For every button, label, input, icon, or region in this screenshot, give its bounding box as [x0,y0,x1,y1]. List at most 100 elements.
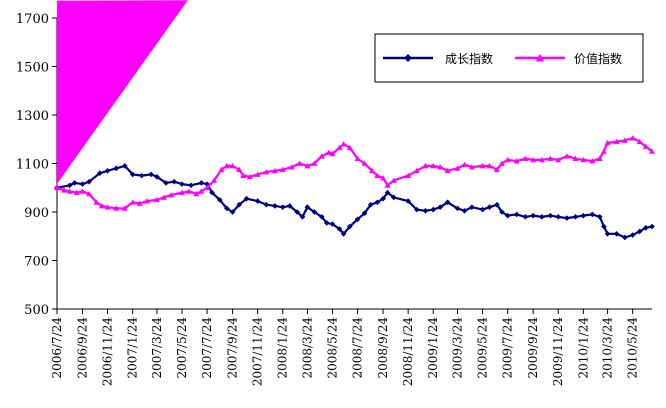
data-point [329,221,336,227]
x-tick-label: 2009/11/24 [551,317,565,387]
data-point [649,148,655,154]
data-point [224,205,230,212]
x-tick-label: 2007/5/24 [175,317,189,379]
data-point [218,166,225,172]
data-point [93,199,100,205]
data-point [422,162,429,169]
data-point [486,204,493,210]
data-point [209,189,215,196]
data-point [60,187,67,193]
data-point [555,214,562,220]
data-point [160,194,167,200]
data-point [564,215,570,221]
data-point [138,172,145,179]
data-point [600,148,607,154]
data-point [144,198,151,204]
data-point [179,189,186,195]
data-point [444,199,451,206]
data-point [113,205,120,211]
data-point [384,189,391,196]
data-point [98,202,105,209]
data-point [486,162,493,169]
data-point [538,156,545,163]
data-point [311,160,318,166]
data-point [649,223,655,230]
data-point [323,220,330,226]
data-point [168,192,175,198]
series-growth [54,0,655,241]
data-point [79,181,86,187]
y-axis: 500 700 900 1100 1300 1500 1700 [16,12,58,318]
data-point [354,216,361,223]
data-point [286,203,293,209]
data-point [288,164,295,170]
data-point [437,164,444,170]
data-point [604,231,611,237]
x-axis: 2006/7/24 2006/9/24 2006/11/24 2007/1/24 200… [50,308,652,387]
data-point [236,201,242,208]
x-tick-label: 2008/1/24 [276,317,290,379]
data-point [589,211,596,218]
data-point [340,231,347,237]
data-point [479,206,486,213]
data-point [346,144,353,151]
data-point [589,158,596,164]
data-point [547,212,554,219]
data-point [601,223,607,230]
data-point [604,139,611,146]
data-point [413,206,420,213]
data-point [263,168,270,175]
x-tick-label: 2010/3/24 [601,317,615,379]
data-point [513,158,520,164]
data-point [223,162,230,169]
data-point [246,173,253,180]
data-point [104,167,111,174]
legend-label-growth: 成长指数 [445,51,493,66]
data-point [263,201,270,208]
data-point [384,182,391,188]
data-point [311,209,318,215]
data-point [504,156,511,163]
data-point [580,156,587,163]
data-point [211,177,218,183]
data-point [380,195,386,202]
y-tick-label: 1500 [16,61,49,76]
data-point [493,166,500,172]
data-point [454,205,461,212]
data-point [374,199,381,206]
x-tick-label: 2008/11/24 [401,317,415,387]
data-point [422,207,429,214]
data-point [163,180,169,186]
data-point [86,190,93,197]
data-point [329,150,336,157]
data-point [596,155,603,162]
x-tick-label: 2008/7/24 [351,317,365,379]
series-value [54,0,655,211]
data-point [572,155,579,162]
data-point [642,143,649,149]
data-point [188,182,194,189]
y-tick-label: 1300 [16,109,49,124]
data-point [530,156,537,163]
data-point [390,177,397,183]
data-point [555,156,562,163]
data-point [636,228,643,235]
legend-marker-growth [404,54,412,62]
data-point [229,162,236,169]
data-point [629,135,636,141]
data-point [340,141,347,147]
data-point [79,188,86,194]
data-point [613,138,620,145]
x-tick-label: 2007/9/24 [226,317,240,379]
data-point [204,184,211,191]
data-point [380,175,387,181]
data-point [361,160,368,166]
data-point [354,155,361,162]
data-point [390,194,397,201]
data-point [437,204,444,210]
data-point [193,190,200,197]
data-point [71,180,78,186]
data-point [254,171,261,177]
data-point [304,204,311,210]
